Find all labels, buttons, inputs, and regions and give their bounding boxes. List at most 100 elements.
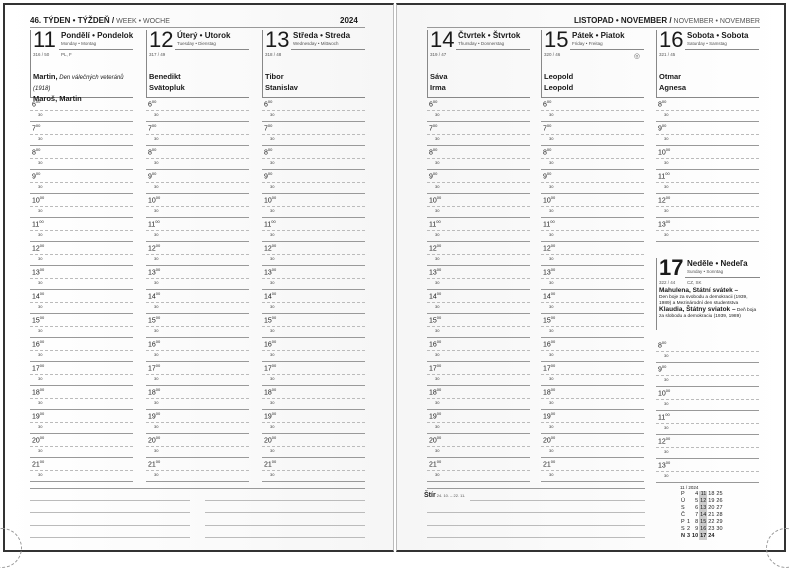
date-cell: 30 (716, 526, 723, 532)
half-hour-line (146, 110, 249, 111)
half-hour-line (262, 398, 365, 399)
hour-label: 700 (264, 123, 273, 133)
hour-label: 900 (148, 171, 157, 181)
half-hour-line (146, 398, 249, 399)
half-hour-line (541, 278, 644, 279)
hour-label: 1000 (148, 195, 161, 205)
hour-line (262, 385, 365, 386)
hour-line (146, 337, 249, 338)
day-number: 17 (659, 255, 684, 280)
holiday-countries: CZ, SK (687, 280, 702, 285)
half-hour-label: 30 (549, 256, 554, 261)
hour-label: 1000 (543, 195, 556, 205)
hour-line (146, 193, 249, 194)
date-cell: 17 (699, 533, 708, 540)
half-hour-line (146, 422, 249, 423)
half-hour-label: 30 (435, 304, 440, 309)
hour-label: 1600 (264, 339, 277, 349)
half-hour-label: 30 (38, 280, 43, 285)
hour-line (30, 145, 133, 146)
half-hour-line (656, 375, 759, 376)
hour-label: 1900 (32, 411, 45, 421)
hour-line (427, 433, 530, 434)
half-hour-line (427, 302, 530, 303)
half-hour-label: 30 (435, 160, 440, 165)
half-hour-label: 30 (270, 328, 275, 333)
half-hour-line (30, 278, 133, 279)
hour-label: 1800 (543, 387, 556, 397)
half-hour-label: 30 (38, 352, 43, 357)
half-hour-label: 30 (664, 112, 669, 117)
half-hour-line (427, 182, 530, 183)
hour-line (262, 169, 365, 170)
hour-line (541, 289, 644, 290)
half-hour-label: 30 (38, 136, 43, 141)
half-hour-line (541, 446, 644, 447)
half-hour-label: 30 (154, 232, 159, 237)
hour-label: 1700 (264, 363, 277, 373)
half-hour-label: 30 (435, 256, 440, 261)
half-hour-label: 30 (154, 160, 159, 165)
hour-line (427, 457, 530, 458)
hour-line (146, 481, 249, 482)
half-hour-label: 30 (270, 424, 275, 429)
hour-label: 2000 (543, 435, 556, 445)
half-hour-label: 30 (664, 401, 669, 406)
hour-label: 1800 (148, 387, 161, 397)
mini-calendar-row: S 2 9 16 23 30 (680, 526, 724, 533)
day-box: 15 Pátek • Piatok Friday • Freitag 320 /… (541, 28, 644, 98)
hour-label: 600 (543, 99, 552, 109)
hour-label: 1400 (264, 291, 277, 301)
notes-line (30, 537, 190, 538)
hour-line (30, 313, 133, 314)
hour-label: 1200 (32, 243, 45, 253)
hour-label: 1500 (32, 315, 45, 325)
hour-label: 1900 (543, 411, 556, 421)
half-hour-line (427, 158, 530, 159)
divider (291, 49, 365, 50)
half-hour-line (656, 447, 759, 448)
half-hour-line (541, 470, 644, 471)
half-hour-line (262, 302, 365, 303)
hour-label: 1100 (429, 219, 441, 229)
hour-label: 2100 (264, 459, 277, 469)
half-hour-line (656, 134, 759, 135)
half-hour-label: 30 (38, 424, 43, 429)
date-cell: 1 (686, 519, 691, 525)
half-hour-label: 30 (435, 400, 440, 405)
half-hour-line (262, 230, 365, 231)
half-hour-label: 30 (270, 184, 275, 189)
half-hour-line (427, 278, 530, 279)
hour-label: 700 (148, 123, 157, 133)
hour-label: 1900 (264, 411, 277, 421)
day-box: 14 Čtvrtek • Štvrtok Thursday • Donnerst… (427, 28, 530, 98)
date-cell: 15 (699, 519, 708, 526)
half-hour-label: 30 (38, 376, 43, 381)
hour-line (427, 313, 530, 314)
hour-line (146, 241, 249, 242)
day-of-year: 321 / 45 (659, 52, 676, 57)
hour-line (146, 289, 249, 290)
name-days: Benedikt Svätopluk (149, 72, 185, 92)
half-hour-label: 30 (154, 184, 159, 189)
date-cell: 3 (686, 533, 691, 539)
hour-label: 1300 (429, 267, 442, 277)
half-hour-label: 30 (549, 424, 554, 429)
hour-label: 1100 (32, 219, 44, 229)
hour-line (427, 385, 530, 386)
date-cell: 6 (695, 505, 699, 511)
hour-line (541, 241, 644, 242)
half-hour-line (262, 470, 365, 471)
half-hour-label: 30 (664, 473, 669, 478)
half-hour-label: 30 (270, 112, 275, 117)
hour-label: 600 (32, 99, 41, 109)
half-hour-line (656, 206, 759, 207)
hour-line (262, 433, 365, 434)
day-box: 13 Středa • Streda Wednesday • Mittwoch … (262, 28, 365, 98)
hour-label: 1200 (658, 436, 671, 446)
hour-label: 800 (264, 147, 273, 157)
hour-line (427, 481, 530, 482)
half-hour-label: 30 (270, 352, 275, 357)
date-cell: 14 (699, 512, 708, 519)
hour-label: 1100 (543, 219, 555, 229)
